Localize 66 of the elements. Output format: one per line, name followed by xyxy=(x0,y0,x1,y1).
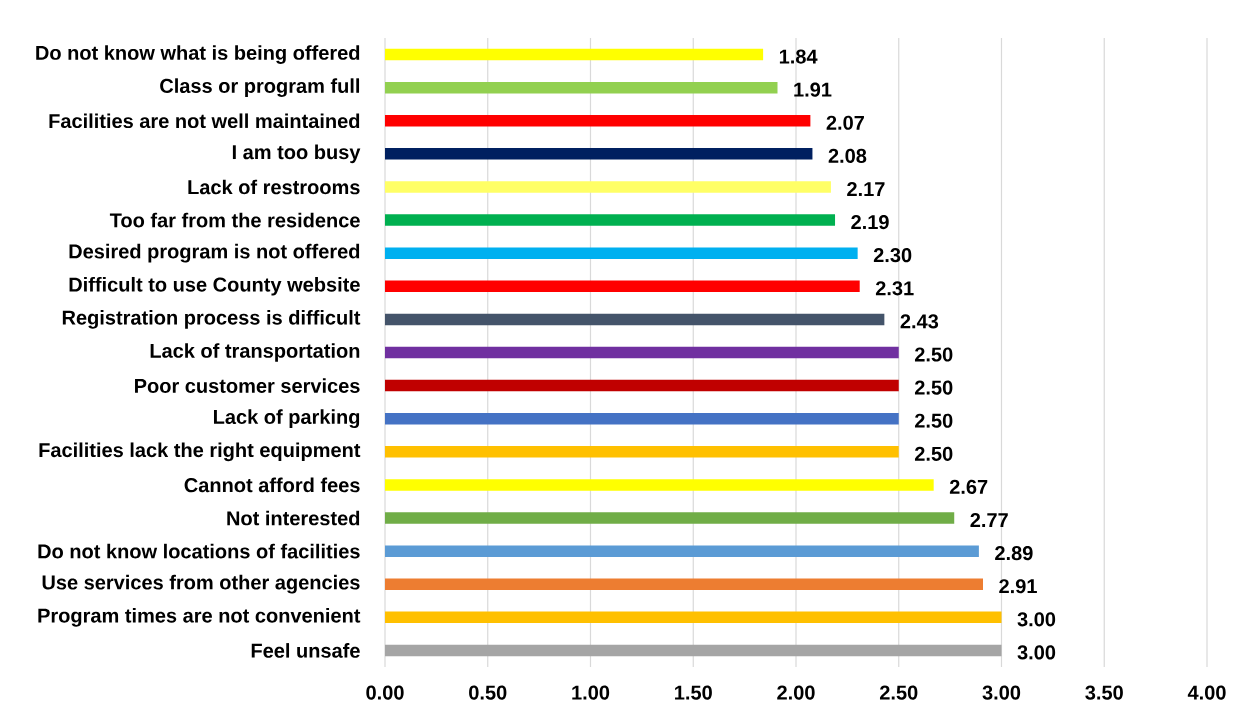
bar xyxy=(385,379,899,392)
y-tick-label: Registration process is difficult xyxy=(62,310,361,329)
x-tick-label: 2.00 xyxy=(777,685,815,700)
x-tick-label: 0.00 xyxy=(366,685,404,700)
data-label: 2.08 xyxy=(828,148,867,163)
y-tick-label: Facilities lack the right equipment xyxy=(39,442,361,462)
data-label: 2.43 xyxy=(900,314,939,329)
y-tick-label: Not interested xyxy=(227,510,360,526)
y-tick-label: Difficult to use County website xyxy=(69,276,360,296)
data-label: 2.50 xyxy=(914,413,953,428)
x-tick-label: 0.50 xyxy=(469,685,507,700)
data-label: 2.89 xyxy=(995,546,1033,561)
x-tick-label: 3.00 xyxy=(982,685,1021,700)
y-tick-label: Lack of restrooms xyxy=(188,179,360,195)
y-tick-label: Do not know what is being offered xyxy=(36,45,360,64)
bar xyxy=(385,115,811,127)
y-tick-label: Lack of transportation xyxy=(150,343,360,362)
y-tick-label: Lack of parking xyxy=(213,409,360,429)
data-label: 3.00 xyxy=(1017,612,1056,627)
bar xyxy=(385,611,1002,624)
y-tick-label: Cannot afford fees xyxy=(184,477,360,493)
y-tick-label: Do not know locations of facilities xyxy=(38,543,360,559)
data-label: 2.50 xyxy=(914,446,953,461)
bar xyxy=(385,214,836,226)
data-label: 1.91 xyxy=(794,82,832,97)
bar xyxy=(385,148,813,160)
x-tick-label: 1.50 xyxy=(675,685,712,700)
bar xyxy=(385,479,934,491)
bar xyxy=(385,81,778,94)
data-label: 1.84 xyxy=(779,49,818,64)
data-label: 2.31 xyxy=(875,281,914,296)
bar xyxy=(385,644,1002,657)
data-label: 2.19 xyxy=(851,215,889,230)
bar xyxy=(385,346,899,359)
bar xyxy=(385,280,860,293)
x-tick-label: 2.50 xyxy=(879,685,918,700)
y-tick-label: Program times are not convenient xyxy=(38,607,361,627)
data-label: 2.17 xyxy=(847,182,885,196)
x-tick-label: 3.50 xyxy=(1085,685,1123,700)
bar xyxy=(385,313,885,326)
bar xyxy=(385,247,858,259)
data-label: 2.30 xyxy=(873,248,912,263)
y-tick-label: Class or program full xyxy=(160,78,360,98)
bar xyxy=(385,412,899,425)
data-label: 2.67 xyxy=(949,479,988,494)
y-tick-label: I am too busy xyxy=(232,144,361,164)
bar xyxy=(385,48,764,61)
y-tick-label: Too far from the residence xyxy=(109,212,360,228)
x-tick-label: 4.00 xyxy=(1187,685,1226,700)
bar xyxy=(385,181,831,193)
data-label: 2.50 xyxy=(914,380,953,395)
x-tick-label: 1.00 xyxy=(572,685,610,700)
y-tick-label: Use services from other agencies xyxy=(42,574,360,594)
bar xyxy=(385,545,979,557)
y-tick-label: Desired program is not offered xyxy=(69,243,360,263)
data-label: 2.50 xyxy=(914,347,953,362)
bar xyxy=(385,578,983,590)
data-label: 2.07 xyxy=(826,115,864,130)
data-label: 2.77 xyxy=(970,513,1008,527)
bar xyxy=(385,512,955,524)
data-label: 2.91 xyxy=(999,579,1037,594)
y-tick-label: Facilities are not well maintained xyxy=(49,113,360,129)
y-tick-label: Poor customer services xyxy=(135,378,360,393)
y-tick-label: Feel unsafe xyxy=(251,643,360,658)
bar xyxy=(385,446,899,458)
data-label: 3.00 xyxy=(1017,645,1056,660)
